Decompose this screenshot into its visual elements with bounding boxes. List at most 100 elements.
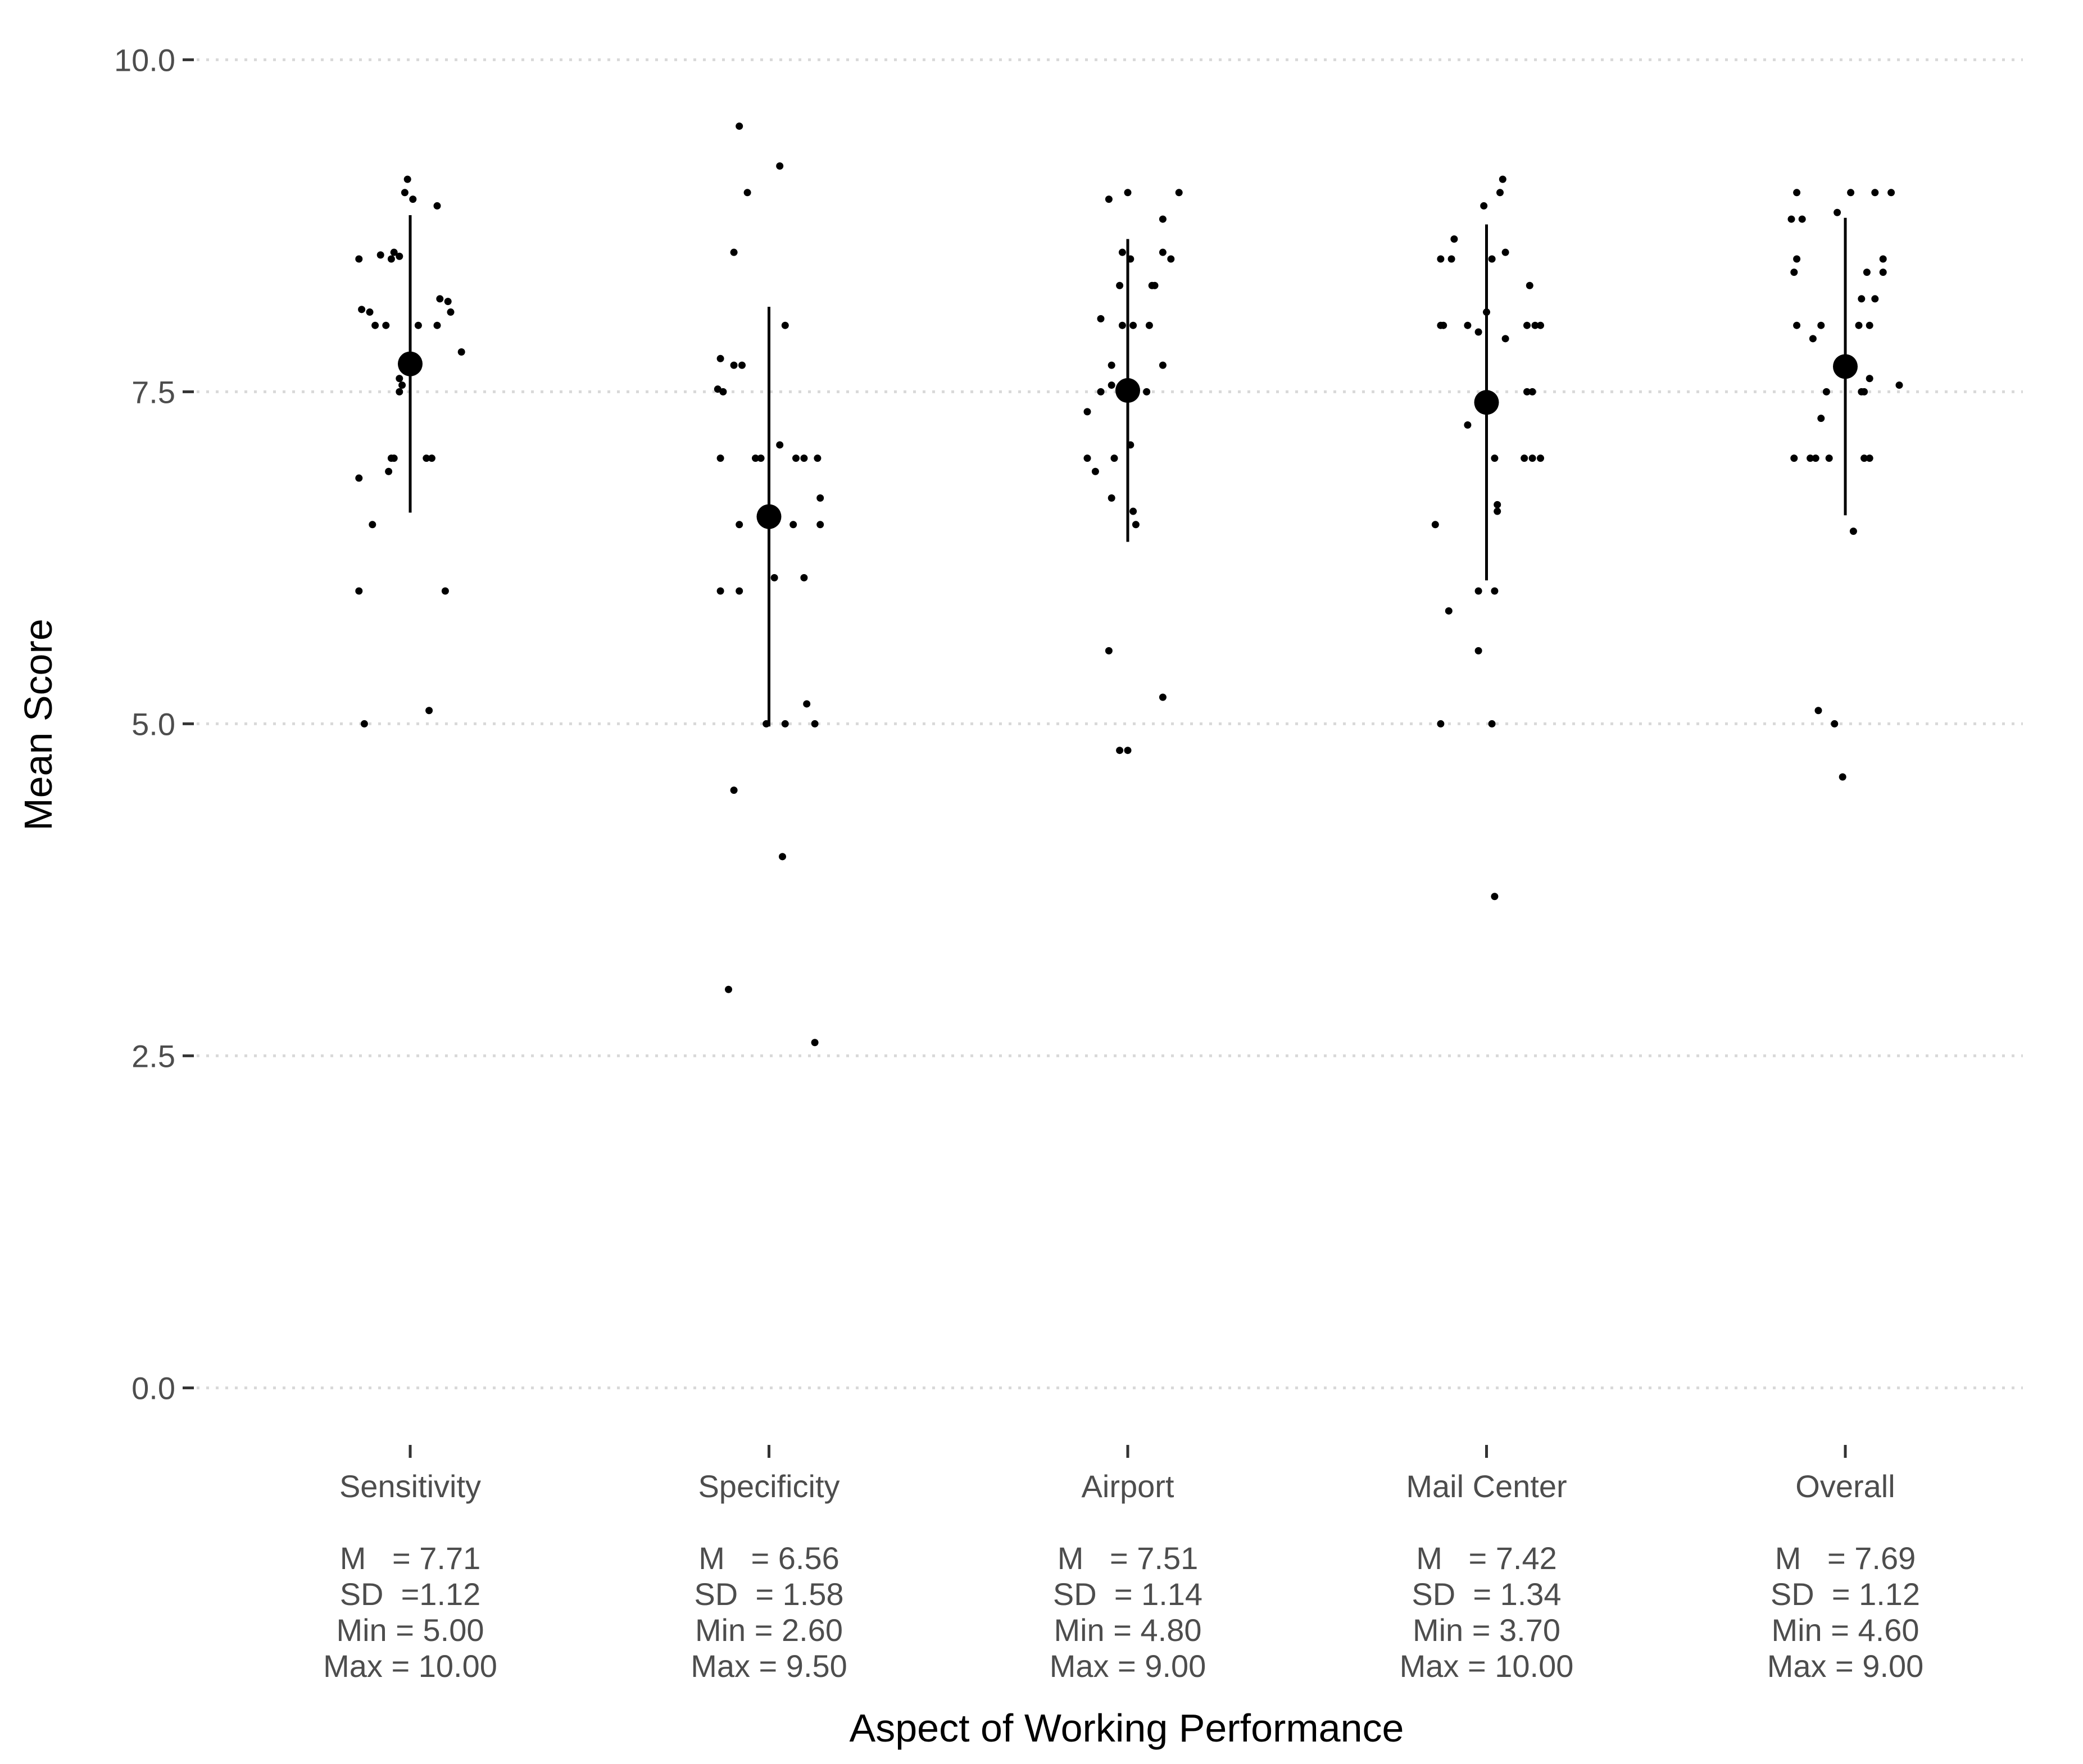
y-tick-label: 10.0 bbox=[114, 42, 175, 78]
data-point bbox=[1496, 189, 1504, 197]
data-point bbox=[428, 454, 435, 462]
data-point bbox=[441, 587, 449, 595]
data-point bbox=[1464, 321, 1472, 329]
data-point bbox=[1108, 381, 1115, 389]
data-point bbox=[1790, 269, 1798, 276]
data-point bbox=[457, 348, 465, 356]
data-point bbox=[414, 321, 422, 329]
stat-label: Min = 4.80 bbox=[1054, 1612, 1201, 1648]
stat-label: SD = 1.12 bbox=[1771, 1576, 1920, 1612]
data-point bbox=[355, 255, 363, 263]
stat-label: M = 7.69 bbox=[1775, 1540, 1916, 1576]
data-point bbox=[736, 587, 743, 595]
data-point bbox=[1494, 507, 1501, 515]
data-point bbox=[1537, 454, 1544, 462]
stat-label: Min = 5.00 bbox=[336, 1612, 484, 1648]
data-points bbox=[355, 122, 1903, 1047]
data-point bbox=[1793, 189, 1801, 197]
data-point bbox=[1110, 454, 1118, 462]
data-point bbox=[358, 306, 366, 313]
data-point bbox=[752, 454, 759, 462]
data-point bbox=[423, 454, 430, 462]
stat-label: Min = 2.60 bbox=[695, 1612, 843, 1648]
data-point bbox=[1431, 521, 1439, 529]
data-point bbox=[757, 454, 765, 462]
data-point bbox=[1097, 315, 1105, 322]
data-point bbox=[1809, 335, 1817, 343]
data-point bbox=[1091, 467, 1099, 475]
data-point bbox=[1105, 196, 1113, 203]
data-point bbox=[1537, 321, 1544, 329]
data-point bbox=[1793, 255, 1801, 263]
data-point bbox=[1480, 202, 1488, 210]
data-point bbox=[1825, 454, 1833, 462]
data-point bbox=[1839, 773, 1846, 781]
data-point bbox=[1118, 248, 1126, 256]
data-point bbox=[376, 251, 384, 259]
data-point bbox=[816, 521, 824, 529]
data-point bbox=[1860, 454, 1868, 462]
data-point bbox=[1474, 587, 1482, 595]
data-point bbox=[1790, 454, 1798, 462]
data-point bbox=[385, 467, 393, 475]
data-point bbox=[425, 707, 433, 715]
stat-label: M = 6.56 bbox=[698, 1540, 839, 1576]
y-tick-label: 2.5 bbox=[131, 1038, 175, 1074]
data-point bbox=[1822, 388, 1830, 395]
data-point bbox=[1124, 747, 1132, 754]
data-point bbox=[1464, 421, 1472, 429]
data-point bbox=[770, 574, 778, 581]
data-point bbox=[1499, 175, 1506, 183]
data-point bbox=[1866, 375, 1873, 383]
data-point bbox=[725, 985, 732, 993]
data-point bbox=[1814, 707, 1822, 715]
data-point bbox=[776, 441, 784, 449]
data-point bbox=[1817, 321, 1825, 329]
data-point bbox=[1491, 893, 1499, 901]
data-point bbox=[360, 720, 368, 728]
data-point bbox=[371, 321, 379, 329]
data-point bbox=[1132, 521, 1140, 529]
data-point bbox=[1097, 388, 1105, 395]
y-axis-ticks: 0.0 2.5 5.0 7.5 10.0 bbox=[114, 42, 194, 1406]
data-point bbox=[1847, 189, 1855, 197]
data-point bbox=[1863, 269, 1871, 276]
data-point bbox=[792, 454, 800, 462]
data-point bbox=[366, 308, 374, 316]
data-point bbox=[1798, 215, 1806, 223]
data-point bbox=[1871, 295, 1879, 303]
y-tick-label: 0.0 bbox=[131, 1370, 175, 1406]
data-point bbox=[816, 494, 824, 502]
data-point bbox=[1105, 647, 1113, 654]
data-point bbox=[1787, 215, 1795, 223]
data-point bbox=[1474, 328, 1482, 336]
data-point bbox=[803, 700, 811, 708]
data-point bbox=[1501, 335, 1509, 343]
data-point bbox=[779, 853, 786, 861]
data-point bbox=[387, 255, 395, 263]
data-point bbox=[1116, 747, 1124, 754]
data-point bbox=[1159, 248, 1167, 256]
data-point bbox=[1437, 720, 1445, 728]
data-point bbox=[1447, 255, 1455, 263]
data-point bbox=[444, 298, 452, 306]
data-point bbox=[1528, 388, 1536, 395]
stat-label: M = 7.42 bbox=[1416, 1540, 1557, 1576]
summary-markers bbox=[398, 215, 1858, 727]
data-point bbox=[355, 474, 363, 482]
data-point bbox=[396, 252, 403, 260]
data-point bbox=[447, 308, 455, 316]
data-point bbox=[738, 361, 746, 369]
stat-label: Max = 9.00 bbox=[1767, 1648, 1924, 1684]
data-point bbox=[1523, 388, 1531, 395]
data-point bbox=[1445, 607, 1453, 615]
data-point bbox=[1812, 454, 1819, 462]
data-point bbox=[1116, 281, 1124, 289]
data-point bbox=[736, 122, 743, 130]
data-point bbox=[800, 574, 808, 581]
data-point bbox=[1437, 255, 1445, 263]
data-point bbox=[1793, 321, 1801, 329]
data-point bbox=[730, 361, 738, 369]
